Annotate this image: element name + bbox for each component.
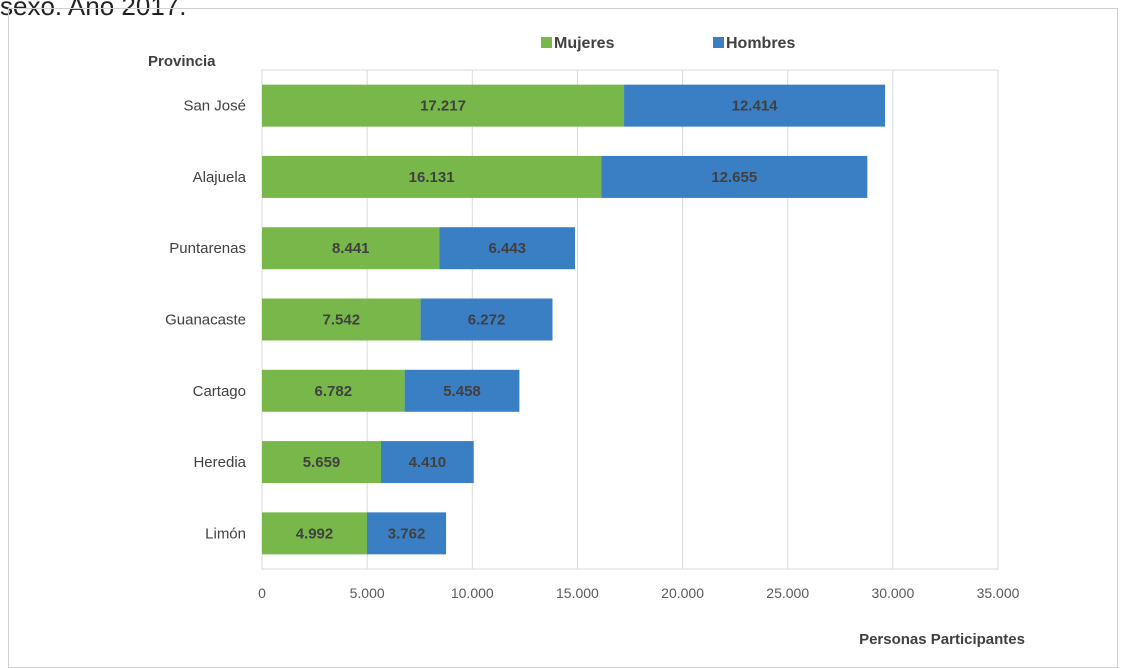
bar-value-label: 4.992	[296, 525, 334, 542]
bar-value-label: 6.782	[315, 383, 353, 400]
x-tick-labels: 0 5.000 10.000 15.000 20.000 25.000 30.000 35.0…	[258, 585, 1020, 601]
bar-mujeres	[262, 512, 367, 555]
bar-value-label: 8.441	[332, 240, 370, 257]
category-label: Limón	[205, 525, 246, 542]
bar-labels: 17.217 12.414 16.131 12.655 8.441 6.443 7.542 6…	[296, 98, 778, 543]
bar-hombres	[366, 512, 447, 555]
x-tick-label: 25.000	[766, 585, 809, 601]
legend-swatch	[541, 37, 552, 48]
bar-value-label: 5.659	[303, 454, 341, 471]
x-tick-label: 20.000	[661, 585, 704, 601]
legend-label: Hombres	[726, 35, 795, 52]
bar-value-label: 6.443	[488, 240, 526, 257]
category-label: Alajuela	[193, 169, 247, 186]
category-label: Puntarenas	[169, 240, 246, 257]
x-tick-label: 10.000	[451, 585, 494, 601]
chart-title-clipped: sexo. Año 2017.	[0, 0, 187, 21]
bar-value-label: 12.414	[732, 98, 779, 115]
x-tick-label: 35.000	[977, 585, 1020, 601]
bar-hombres	[601, 155, 868, 198]
bar-value-label: 17.217	[420, 98, 466, 115]
x-tick-label: 0	[258, 585, 266, 601]
bar-value-label: 3.762	[388, 525, 426, 542]
bar-mujeres	[262, 155, 602, 198]
y-axis-title: Provincia	[148, 53, 216, 70]
bar-mujeres	[262, 84, 625, 127]
category-label: Cartago	[193, 383, 246, 400]
bar-value-label: 12.655	[711, 169, 757, 186]
bar-value-label: 6.272	[468, 312, 506, 329]
x-tick-label: 30.000	[871, 585, 914, 601]
category-labels: San José Alajuela Puntarenas Guanacaste Cart…	[165, 98, 247, 543]
bar-hombres	[404, 369, 520, 412]
legend-label: Mujeres	[554, 35, 615, 52]
bar-hombres	[420, 298, 553, 341]
x-axis-title: Personas Participantes	[859, 631, 1025, 648]
x-tick-label: 15.000	[556, 585, 599, 601]
category-label: Guanacaste	[165, 312, 246, 329]
bar-mujeres	[262, 227, 440, 270]
bar-value-label: 7.542	[323, 312, 361, 329]
category-label: San José	[183, 98, 246, 115]
bar-mujeres	[262, 298, 421, 341]
bar-hombres	[381, 441, 474, 484]
category-label: Heredia	[193, 454, 246, 471]
bar-mujeres	[262, 441, 382, 484]
legend: Mujeres Hombres	[541, 35, 795, 52]
bars	[262, 84, 886, 555]
stacked-bar-chart: 17.217 12.414 16.131 12.655 8.441 6.443 7.542 6…	[148, 35, 1025, 648]
bar-value-label: 4.410	[409, 454, 447, 471]
bar-value-label: 16.131	[409, 169, 455, 186]
bar-value-label: 5.458	[443, 383, 481, 400]
x-tick-label: 5.000	[350, 585, 385, 601]
bar-hombres	[624, 84, 886, 127]
bar-hombres	[439, 227, 575, 270]
bar-mujeres	[262, 369, 405, 412]
legend-swatch	[713, 37, 724, 48]
